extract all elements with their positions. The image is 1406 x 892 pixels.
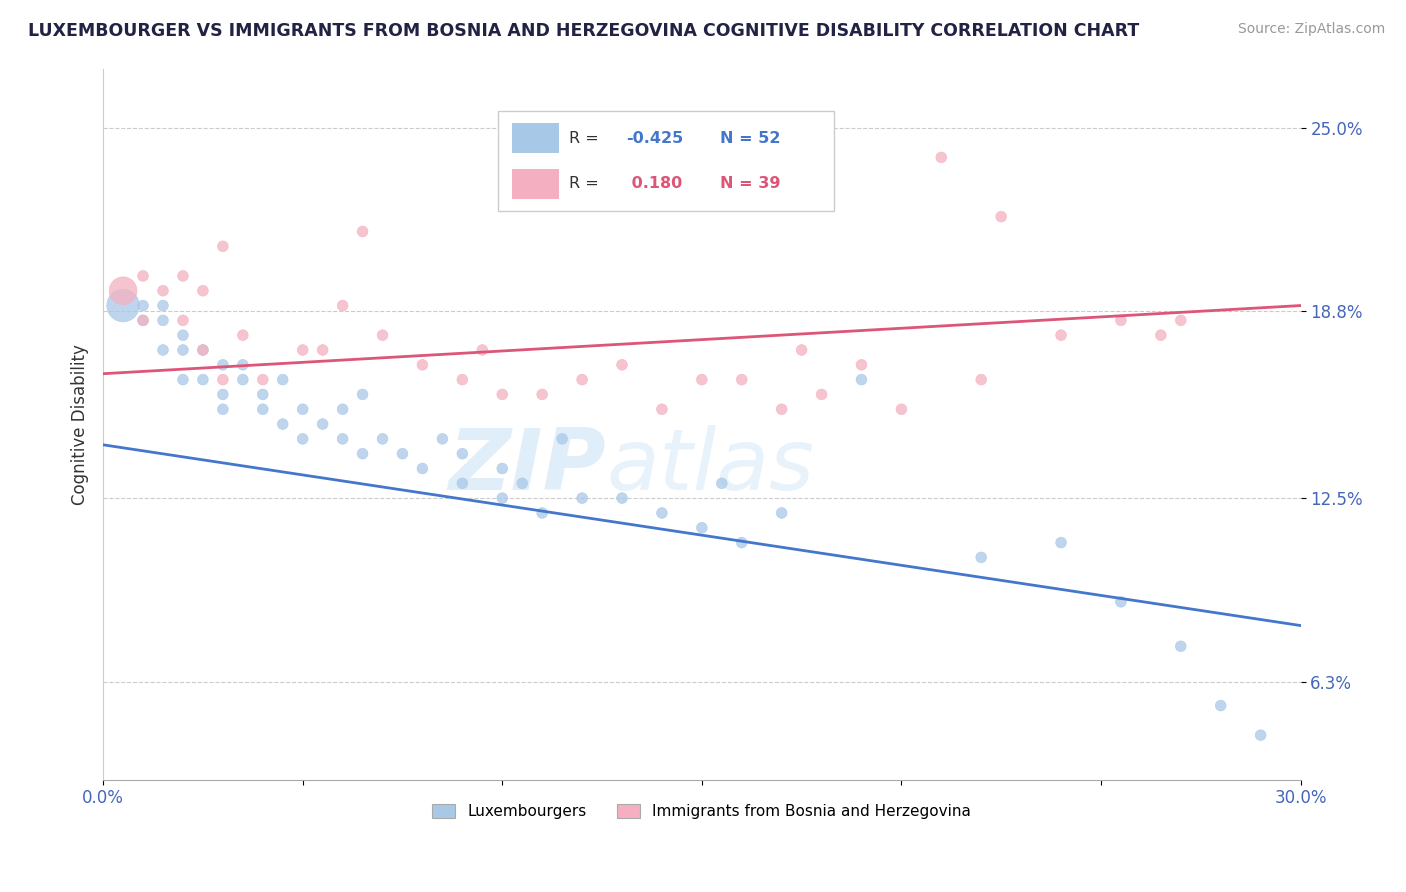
Point — [291, 343, 314, 357]
Point — [291, 402, 314, 417]
Point — [391, 447, 413, 461]
Point — [1250, 728, 1272, 742]
Point — [191, 373, 214, 387]
Point — [332, 432, 354, 446]
Point — [929, 150, 952, 164]
Point — [311, 343, 333, 357]
Point — [112, 284, 135, 298]
Point — [252, 402, 274, 417]
Point — [252, 387, 274, 401]
Point — [510, 476, 533, 491]
Point — [271, 417, 294, 431]
Y-axis label: Cognitive Disability: Cognitive Disability — [72, 343, 89, 505]
Point — [291, 432, 314, 446]
Point — [731, 535, 754, 549]
Point — [332, 402, 354, 417]
Point — [1150, 328, 1173, 343]
Point — [432, 432, 454, 446]
Point — [371, 328, 394, 343]
Point — [990, 210, 1012, 224]
Point — [571, 491, 593, 505]
Point — [212, 387, 235, 401]
Point — [152, 299, 174, 313]
Point — [690, 521, 713, 535]
Point — [890, 402, 912, 417]
Text: Source: ZipAtlas.com: Source: ZipAtlas.com — [1237, 22, 1385, 37]
Point — [1170, 313, 1192, 327]
Point — [271, 373, 294, 387]
Point — [232, 373, 254, 387]
Point — [690, 373, 713, 387]
Point — [451, 447, 474, 461]
Point — [471, 343, 494, 357]
Point — [332, 299, 354, 313]
Point — [172, 328, 194, 343]
Point — [1109, 595, 1132, 609]
Point — [1050, 328, 1073, 343]
Point — [172, 343, 194, 357]
Point — [610, 491, 633, 505]
Text: atlas: atlas — [606, 425, 814, 508]
Point — [232, 358, 254, 372]
Point — [851, 373, 873, 387]
Point — [451, 476, 474, 491]
Point — [571, 373, 593, 387]
Point — [1170, 640, 1192, 654]
Point — [352, 225, 374, 239]
Point — [212, 239, 235, 253]
Point — [352, 447, 374, 461]
Point — [112, 299, 135, 313]
Point — [451, 373, 474, 387]
Point — [790, 343, 813, 357]
Point — [311, 417, 333, 431]
Point — [232, 328, 254, 343]
Text: ZIP: ZIP — [449, 425, 606, 508]
Point — [770, 506, 793, 520]
Point — [970, 550, 993, 565]
Point — [152, 313, 174, 327]
Point — [491, 387, 513, 401]
Point — [152, 343, 174, 357]
Point — [610, 358, 633, 372]
Point — [411, 358, 433, 372]
Point — [770, 402, 793, 417]
Point — [491, 491, 513, 505]
Point — [710, 476, 733, 491]
Text: LUXEMBOURGER VS IMMIGRANTS FROM BOSNIA AND HERZEGOVINA COGNITIVE DISABILITY CORR: LUXEMBOURGER VS IMMIGRANTS FROM BOSNIA A… — [28, 22, 1139, 40]
Point — [212, 358, 235, 372]
Point — [132, 313, 155, 327]
Legend: Luxembourgers, Immigrants from Bosnia and Herzegovina: Luxembourgers, Immigrants from Bosnia an… — [426, 798, 977, 825]
Point — [172, 373, 194, 387]
Point — [1050, 535, 1073, 549]
Point — [191, 343, 214, 357]
Point — [132, 313, 155, 327]
Point — [152, 284, 174, 298]
Point — [352, 387, 374, 401]
Point — [411, 461, 433, 475]
Point — [851, 358, 873, 372]
Point — [810, 387, 832, 401]
Point — [172, 268, 194, 283]
Point — [191, 343, 214, 357]
Point — [172, 313, 194, 327]
Point — [651, 402, 673, 417]
Point — [491, 461, 513, 475]
Point — [191, 284, 214, 298]
Point — [651, 506, 673, 520]
Point — [371, 432, 394, 446]
Point — [132, 299, 155, 313]
Point — [252, 373, 274, 387]
Point — [212, 402, 235, 417]
Point — [551, 432, 574, 446]
Point — [1109, 313, 1132, 327]
Point — [731, 373, 754, 387]
Point — [212, 373, 235, 387]
Point — [132, 268, 155, 283]
Point — [531, 387, 554, 401]
Point — [970, 373, 993, 387]
Point — [531, 506, 554, 520]
Point — [1209, 698, 1232, 713]
